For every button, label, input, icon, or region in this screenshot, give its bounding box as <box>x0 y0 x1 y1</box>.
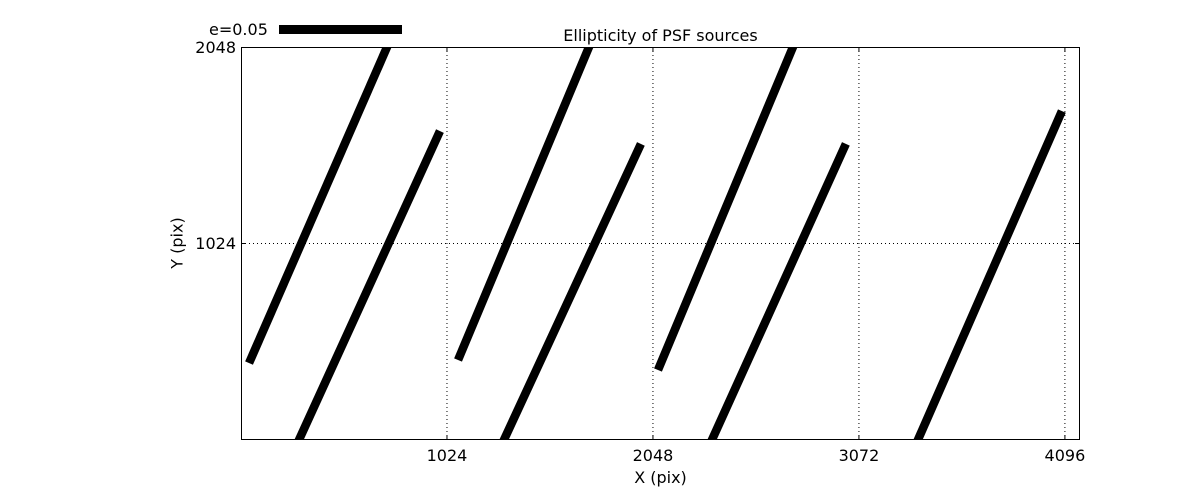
whisker-segment <box>454 47 594 362</box>
x-tick-label: 1024 <box>426 446 468 465</box>
axes-frame <box>241 47 1080 440</box>
y-tick-label: 1024 <box>195 234 236 253</box>
legend: e=0.05 <box>209 20 402 39</box>
whisker-segment <box>913 109 1066 440</box>
x-tick-label: 3072 <box>838 446 880 465</box>
plot-title: Ellipticity of PSF sources <box>563 26 758 45</box>
legend-scale-bar <box>278 25 402 34</box>
x-axis-label: X (pix) <box>634 468 687 487</box>
whisker-plot-svg <box>241 47 1080 440</box>
whisker-segment <box>499 142 645 440</box>
whisker-segment <box>707 142 850 440</box>
x-tick-label: 2048 <box>632 446 674 465</box>
whisker-segment <box>654 47 798 372</box>
whisker-segment <box>245 47 392 365</box>
legend-label: e=0.05 <box>209 20 268 39</box>
y-tick-label: 2048 <box>195 37 236 57</box>
plot-area <box>241 47 1080 440</box>
x-tick-label: 4096 <box>1044 446 1086 465</box>
whisker-segment <box>294 129 444 440</box>
